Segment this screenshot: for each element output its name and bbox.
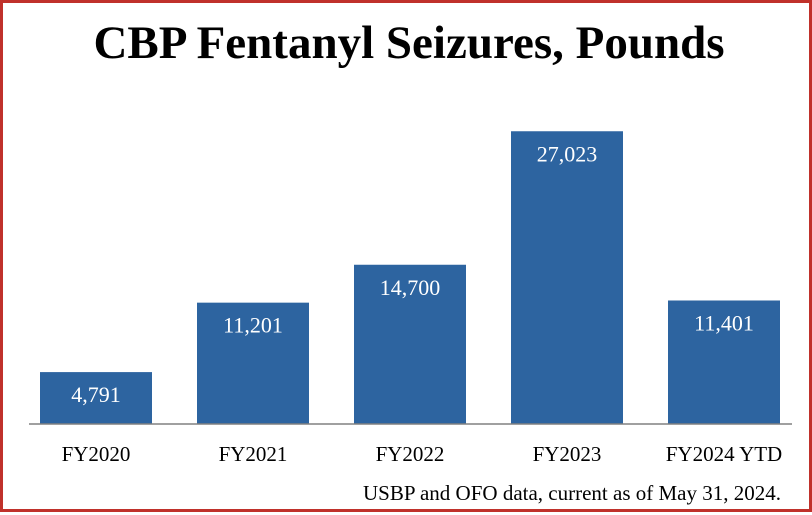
x-tick-label: FY2020 bbox=[62, 442, 131, 466]
bar-fy2020 bbox=[40, 372, 152, 424]
x-tick-label: FY2022 bbox=[376, 442, 445, 466]
bar-fy2024-ytd bbox=[668, 300, 780, 424]
bar-fy2022 bbox=[354, 264, 466, 424]
source-note: USBP and OFO data, current as of May 31,… bbox=[362, 481, 781, 505]
labels-layer: 4,791 FY2020 11,201 FY2021 14,700 FY2022 27,02… bbox=[62, 141, 783, 466]
x-tick-label: FY2023 bbox=[533, 442, 602, 466]
chart-title: CBP Fentanyl Seizures, Pounds bbox=[93, 17, 725, 69]
bar-value-label: 11,401 bbox=[694, 310, 754, 335]
bar-fy2023 bbox=[511, 131, 623, 424]
x-tick-label: FY2021 bbox=[219, 442, 288, 466]
x-tick-label: FY2024 YTD bbox=[666, 442, 782, 466]
bar-value-label: 27,023 bbox=[537, 141, 598, 166]
bar-value-label: 11,201 bbox=[223, 313, 283, 338]
chart-plot: 4,791 FY2020 11,201 FY2021 14,700 FY2022 27,02… bbox=[29, 131, 792, 466]
bar-value-label: 4,791 bbox=[71, 382, 121, 407]
bars-layer bbox=[40, 131, 780, 424]
bar-value-label: 14,700 bbox=[380, 275, 441, 300]
bar-fy2021 bbox=[197, 302, 309, 424]
